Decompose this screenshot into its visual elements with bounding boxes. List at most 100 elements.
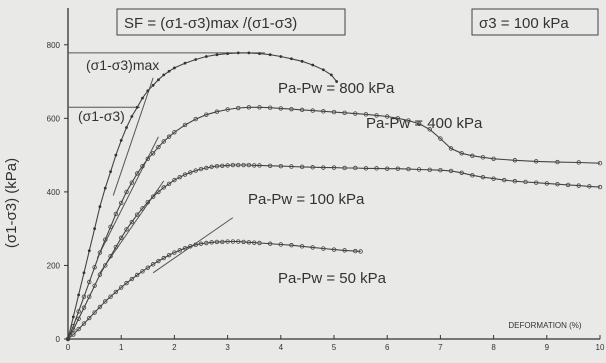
data-point	[299, 244, 305, 249]
data-point	[342, 165, 347, 171]
data-point	[321, 165, 326, 170]
x-tick-label: 6	[385, 343, 390, 352]
data-point	[258, 52, 261, 56]
data-point	[157, 78, 160, 82]
data-point	[76, 316, 81, 321]
data-point	[71, 315, 75, 319]
data-point	[353, 165, 358, 171]
data-point	[182, 172, 188, 177]
data-point	[209, 164, 214, 170]
data-point	[97, 250, 103, 255]
data-point	[198, 166, 204, 172]
data-point	[124, 280, 129, 286]
data-point	[204, 55, 208, 58]
data-point	[162, 73, 166, 77]
data-point	[310, 108, 315, 113]
data-point	[491, 156, 496, 161]
data-point	[257, 105, 262, 110]
data-point	[124, 227, 129, 232]
series-label-400: Pa-Pw = 400 kPa	[366, 115, 483, 132]
data-point	[125, 126, 128, 129]
data-point	[103, 237, 108, 242]
data-point	[92, 283, 97, 288]
data-point	[150, 151, 156, 156]
data-point	[310, 245, 315, 250]
data-point	[502, 177, 507, 183]
data-point	[81, 294, 87, 299]
data-point	[225, 163, 230, 168]
data-point	[331, 109, 337, 115]
data-point	[87, 315, 92, 321]
data-point	[395, 116, 401, 121]
data-point	[342, 248, 347, 253]
y-axis-title: (σ1-σ3) (kPa)	[3, 158, 20, 248]
data-point	[135, 105, 139, 109]
data-point	[173, 66, 176, 70]
data-point	[97, 304, 103, 310]
data-point	[134, 272, 140, 278]
data-point	[172, 250, 177, 255]
data-point	[278, 242, 283, 247]
x-tick-label: 5	[332, 343, 337, 352]
series-line-2	[67, 164, 601, 340]
data-point	[406, 118, 411, 123]
data-point	[220, 239, 225, 245]
confining-label: σ3 = 100 kPa	[479, 15, 569, 32]
data-point	[209, 240, 214, 245]
data-point	[204, 165, 209, 171]
confining-box	[471, 8, 599, 36]
data-point	[236, 51, 240, 55]
y-tick-label: 0	[56, 335, 61, 344]
data-point	[523, 179, 528, 185]
data-point	[134, 212, 140, 217]
data-point	[103, 186, 107, 190]
data-point	[156, 144, 161, 150]
data-point	[289, 243, 294, 248]
data-point	[576, 183, 581, 188]
data-point	[151, 83, 155, 87]
data-point	[108, 224, 113, 230]
x-tick-label: 7	[438, 343, 443, 352]
data-point	[145, 156, 150, 161]
data-point	[427, 167, 432, 173]
data-point	[544, 181, 549, 186]
data-point	[438, 167, 443, 173]
data-point	[134, 171, 140, 176]
data-point	[166, 252, 172, 258]
data-point	[182, 122, 188, 128]
data-point	[236, 162, 241, 168]
data-point	[268, 53, 272, 57]
deviator-label: (σ1-σ3)	[78, 108, 125, 124]
data-point	[331, 247, 337, 252]
data-point	[597, 161, 603, 166]
data-point	[576, 160, 581, 165]
data-point	[113, 289, 119, 295]
data-point	[140, 163, 145, 169]
y-tick-label: 400	[47, 188, 61, 197]
data-point	[71, 332, 76, 337]
data-point	[166, 134, 172, 139]
data-point	[310, 165, 315, 170]
data-point	[150, 194, 156, 199]
data-point	[311, 63, 315, 67]
data-point	[108, 254, 113, 259]
data-point	[597, 184, 603, 190]
data-point	[140, 269, 145, 274]
data-point	[299, 107, 305, 113]
data-point	[129, 219, 135, 225]
data-point	[188, 244, 193, 249]
data-point	[246, 105, 252, 110]
data-point	[230, 162, 236, 168]
data-point	[267, 163, 273, 168]
data-point	[167, 69, 171, 73]
data-point	[81, 305, 87, 310]
data-point	[193, 242, 198, 248]
data-point	[98, 205, 102, 209]
data-point	[225, 107, 230, 112]
data-point	[353, 248, 358, 254]
data-point	[289, 164, 294, 169]
data-point	[182, 245, 188, 251]
